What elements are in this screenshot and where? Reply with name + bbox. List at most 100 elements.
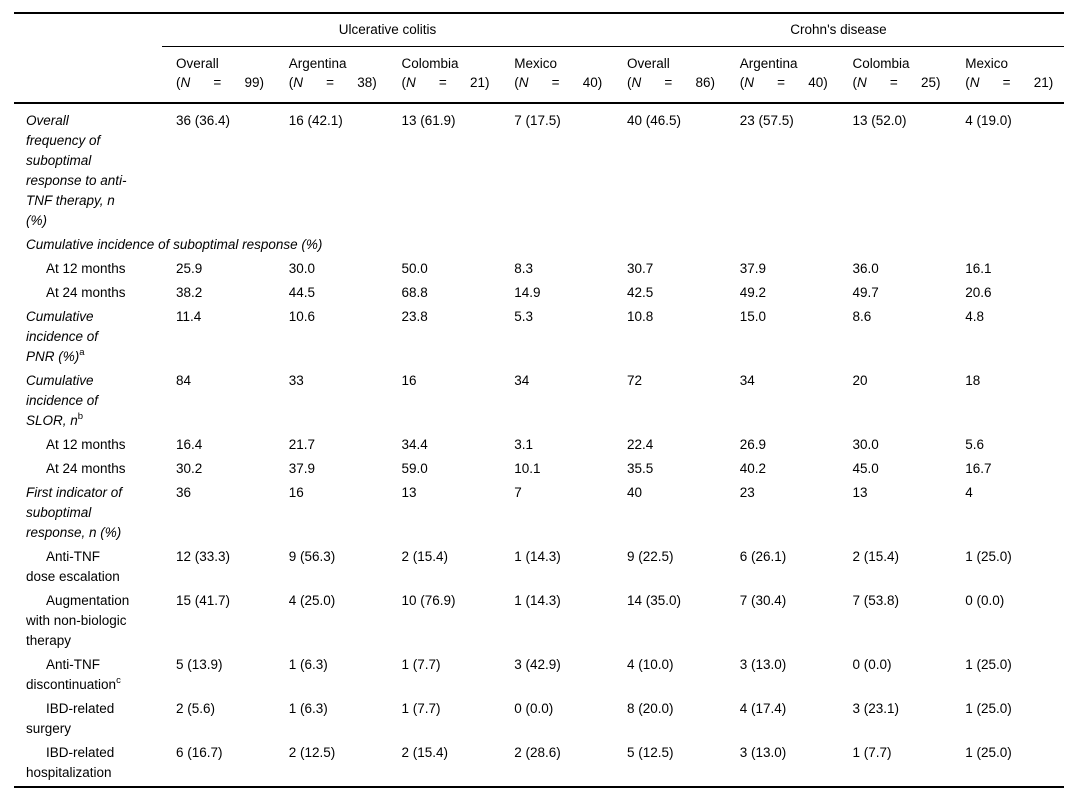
column-header-mexico-7: Mexico (N = 21) <box>951 46 1064 104</box>
row-label: IBD-related hospitalization <box>14 742 162 787</box>
cell-value: 84 <box>176 373 192 388</box>
cell-value: 37.9 <box>288 461 316 476</box>
cell-value: 6 (16.7) <box>176 745 223 760</box>
cell-value: 25.9 <box>176 261 203 276</box>
group-header-ulcerative-colitis: Ulcerative colitis <box>162 13 613 47</box>
cell-value: 30.7 <box>627 261 654 276</box>
cell-value: 9 (22.5) <box>627 549 674 564</box>
cell-value: 16.4 <box>176 437 203 452</box>
row-label-text: At 24 months <box>46 285 126 300</box>
cell-value: 40 <box>627 485 643 500</box>
cell-value: 4 (17.4) <box>739 701 787 716</box>
column-name: Overall <box>627 56 670 71</box>
cell-value: 18 <box>965 373 981 388</box>
cell-value: 42.5 <box>627 285 654 300</box>
cell-value: 35.5 <box>627 461 654 476</box>
cell-value: 0 (0.0) <box>514 701 554 716</box>
table-row: At 24 months 38.2 44.5 68.8 14.9 42.5 49.2 49.7… <box>14 282 1064 306</box>
row-label-text: Anti-TNF dose escalation <box>26 549 120 584</box>
cell-value: 1 (25.0) <box>965 701 1012 716</box>
table-row: Cumulative incidence of suboptimal respo… <box>14 234 1064 258</box>
table-row: Anti-TNF dose escalation 12 (33.3) 9 (56.3… <box>14 546 1064 590</box>
row-label-text: At 24 months <box>46 461 126 476</box>
cell-value: 16 (42.1) <box>288 113 343 128</box>
cell-value: 2 (12.5) <box>288 745 336 760</box>
footnote-marker: b <box>77 410 84 422</box>
cell-value: 4 <box>965 485 973 500</box>
cell-value: 59.0 <box>401 461 428 476</box>
cell-value: 23 (57.5) <box>739 113 794 128</box>
cell-value: 40.2 <box>739 461 767 476</box>
cell-value: 15.0 <box>739 309 767 324</box>
cell-value: 36.0 <box>852 261 879 276</box>
cell-value: 6 (26.1) <box>739 549 787 564</box>
cell-value: 34.4 <box>401 437 428 452</box>
cell-value: 49.7 <box>852 285 879 300</box>
column-header-argentina-1: Argentina (N = 38) <box>274 46 388 104</box>
cell-value: 30.0 <box>288 261 316 276</box>
cell-value: 36 <box>176 485 192 500</box>
row-label: At 12 months <box>14 258 162 282</box>
cell-value: 11.4 <box>176 309 202 324</box>
row-label-text: First indicator of suboptimal response, … <box>26 485 123 540</box>
cell-value: 1 (25.0) <box>965 549 1012 564</box>
cell-value: 1 (7.7) <box>852 745 892 760</box>
row-label: At 24 months <box>14 458 162 482</box>
column-header-mexico-3: Mexico (N = 40) <box>500 46 613 104</box>
row-label-text: Cumulative incidence of SLOR, n <box>26 373 99 428</box>
row-label-text: Anti-TNF discontinuation <box>26 657 117 692</box>
column-n-count: (N = 25) <box>852 75 941 90</box>
cell-value: 7 (30.4) <box>739 593 787 608</box>
cell-value: 2 (28.6) <box>514 745 561 760</box>
column-n-count: (N = 21) <box>401 75 490 90</box>
column-header-argentina-5: Argentina (N = 40) <box>725 46 839 104</box>
column-name: Argentina <box>739 56 798 71</box>
cell-value: 12 (33.3) <box>176 549 231 564</box>
cell-value: 5 (12.5) <box>627 745 674 760</box>
group-header-crohns-disease: Crohn's disease <box>613 13 1064 47</box>
column-header-overall-0: Overall (N = 99) <box>162 46 275 104</box>
cell-value: 1 (7.7) <box>401 701 441 716</box>
cell-value: 8.6 <box>852 309 872 324</box>
row-label: At 12 months <box>14 434 162 458</box>
cell-value: 7 (53.8) <box>852 593 900 608</box>
column-header-overall-4: Overall (N = 86) <box>613 46 726 104</box>
footnote-marker: a <box>79 346 85 358</box>
cell-value: 13 <box>852 485 868 500</box>
cell-value: 45.0 <box>852 461 879 476</box>
row-label-text: IBD-related surgery <box>26 701 115 736</box>
row-label: Anti-TNF discontinuationc <box>14 654 162 698</box>
cell-value: 7 <box>514 485 522 500</box>
cell-value: 38.2 <box>176 285 203 300</box>
cell-value: 10.8 <box>627 309 654 324</box>
cell-value: 10.6 <box>288 309 316 324</box>
cell-value: 4.8 <box>965 309 985 324</box>
cell-value: 5.6 <box>965 437 985 452</box>
cell-value: 14 (35.0) <box>627 593 682 608</box>
column-n-count: (N = 99) <box>176 75 264 90</box>
cell-value: 2 (5.6) <box>176 701 216 716</box>
cell-value: 26.9 <box>739 437 767 452</box>
cell-value: 10.1 <box>514 461 541 476</box>
cell-value: 20 <box>852 373 868 388</box>
cell-value: 36 (36.4) <box>176 113 231 128</box>
table-row: At 24 months 30.2 37.9 59.0 10.1 35.5 40.2 45.0… <box>14 458 1064 482</box>
cell-value: 1 (25.0) <box>965 657 1012 672</box>
cell-value: 49.2 <box>739 285 767 300</box>
cell-value: 1 (25.0) <box>965 745 1012 760</box>
footnote-marker: c <box>116 674 121 686</box>
row-label: Cumulative incidence of SLOR, nb <box>14 370 162 434</box>
cell-value: 40 (46.5) <box>627 113 682 128</box>
column-n-count: (N = 38) <box>288 75 377 90</box>
column-name: Colombia <box>401 56 459 71</box>
cell-value: 30.2 <box>176 461 203 476</box>
table-body: Overall frequency of suboptimal response… <box>14 103 1064 787</box>
cell-value: 1 (6.3) <box>288 657 328 672</box>
cell-value: 9 (56.3) <box>288 549 336 564</box>
row-label-text: IBD-related hospitalization <box>26 745 115 780</box>
cell-value: 3.1 <box>514 437 534 452</box>
cell-value: 23.8 <box>401 309 428 324</box>
cell-value: 16 <box>401 373 417 388</box>
cell-value: 30.0 <box>852 437 879 452</box>
table-row: Cumulative incidence of SLOR, nb 84 33 16 34… <box>14 370 1064 434</box>
